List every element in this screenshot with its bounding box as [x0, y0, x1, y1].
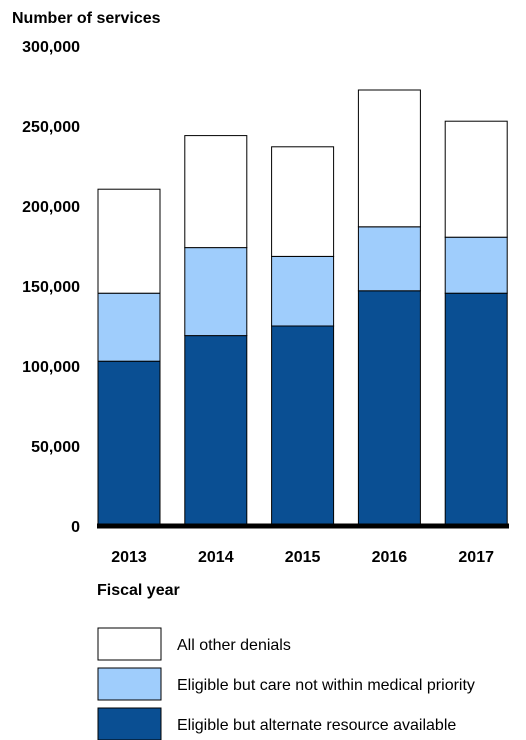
legend: All other denials Eligible but care not w…	[97, 627, 475, 740]
x-axis-tick-labels: 2013 2014 2015 2016 2017	[111, 549, 494, 566]
bar-segment-2016-series-2	[357, 89, 421, 228]
y-tick-label: 250,000	[22, 119, 80, 136]
legend-swatch	[97, 667, 162, 701]
bar-segment-2014-series-1	[184, 247, 248, 337]
bar-segment-2013-series-0	[97, 360, 161, 527]
y-tick-label: 200,000	[22, 199, 80, 216]
legend-label: Eligible but care not within medical pri…	[177, 677, 475, 694]
bar-segment-2015-series-1	[271, 255, 335, 327]
bar-segment-2015-series-0	[271, 325, 335, 527]
bar-segment-2016-series-1	[357, 226, 421, 292]
bars	[97, 89, 508, 527]
bar-segment-2017-series-1	[444, 236, 508, 294]
bar-segment-2016-series-0	[357, 290, 421, 527]
legend-swatch	[97, 627, 162, 661]
bar-segment-2017-series-0	[444, 292, 508, 527]
x-tick-label: 2013	[111, 549, 147, 566]
x-tick-label: 2015	[285, 549, 321, 566]
bar-segment-2013-series-1	[97, 292, 161, 362]
legend-label: Eligible but alternate resource availabl…	[177, 717, 456, 734]
y-axis-title: Number of services	[12, 10, 161, 27]
legend-swatch	[97, 707, 162, 740]
y-tick-label: 50,000	[31, 439, 80, 456]
y-axis-tick-labels: 0 50,000 100,000 150,000 200,000 250,000 300,0…	[22, 39, 80, 536]
y-tick-label: 0	[71, 519, 80, 536]
y-tick-label: 100,000	[22, 359, 80, 376]
bar-segment-2015-series-2	[271, 146, 335, 257]
y-tick-label: 150,000	[22, 279, 80, 296]
x-axis-title: Fiscal year	[97, 582, 180, 599]
x-tick-label: 2017	[458, 549, 494, 566]
legend-label: All other denials	[177, 637, 291, 654]
y-tick-label: 300,000	[22, 39, 80, 56]
bar-segment-2014-series-2	[184, 135, 248, 249]
x-tick-label: 2014	[198, 549, 234, 566]
bar-segment-2014-series-0	[184, 335, 248, 527]
x-tick-label: 2016	[372, 549, 408, 566]
bar-segment-2013-series-2	[97, 188, 161, 294]
bar-segment-2017-series-2	[444, 120, 508, 238]
